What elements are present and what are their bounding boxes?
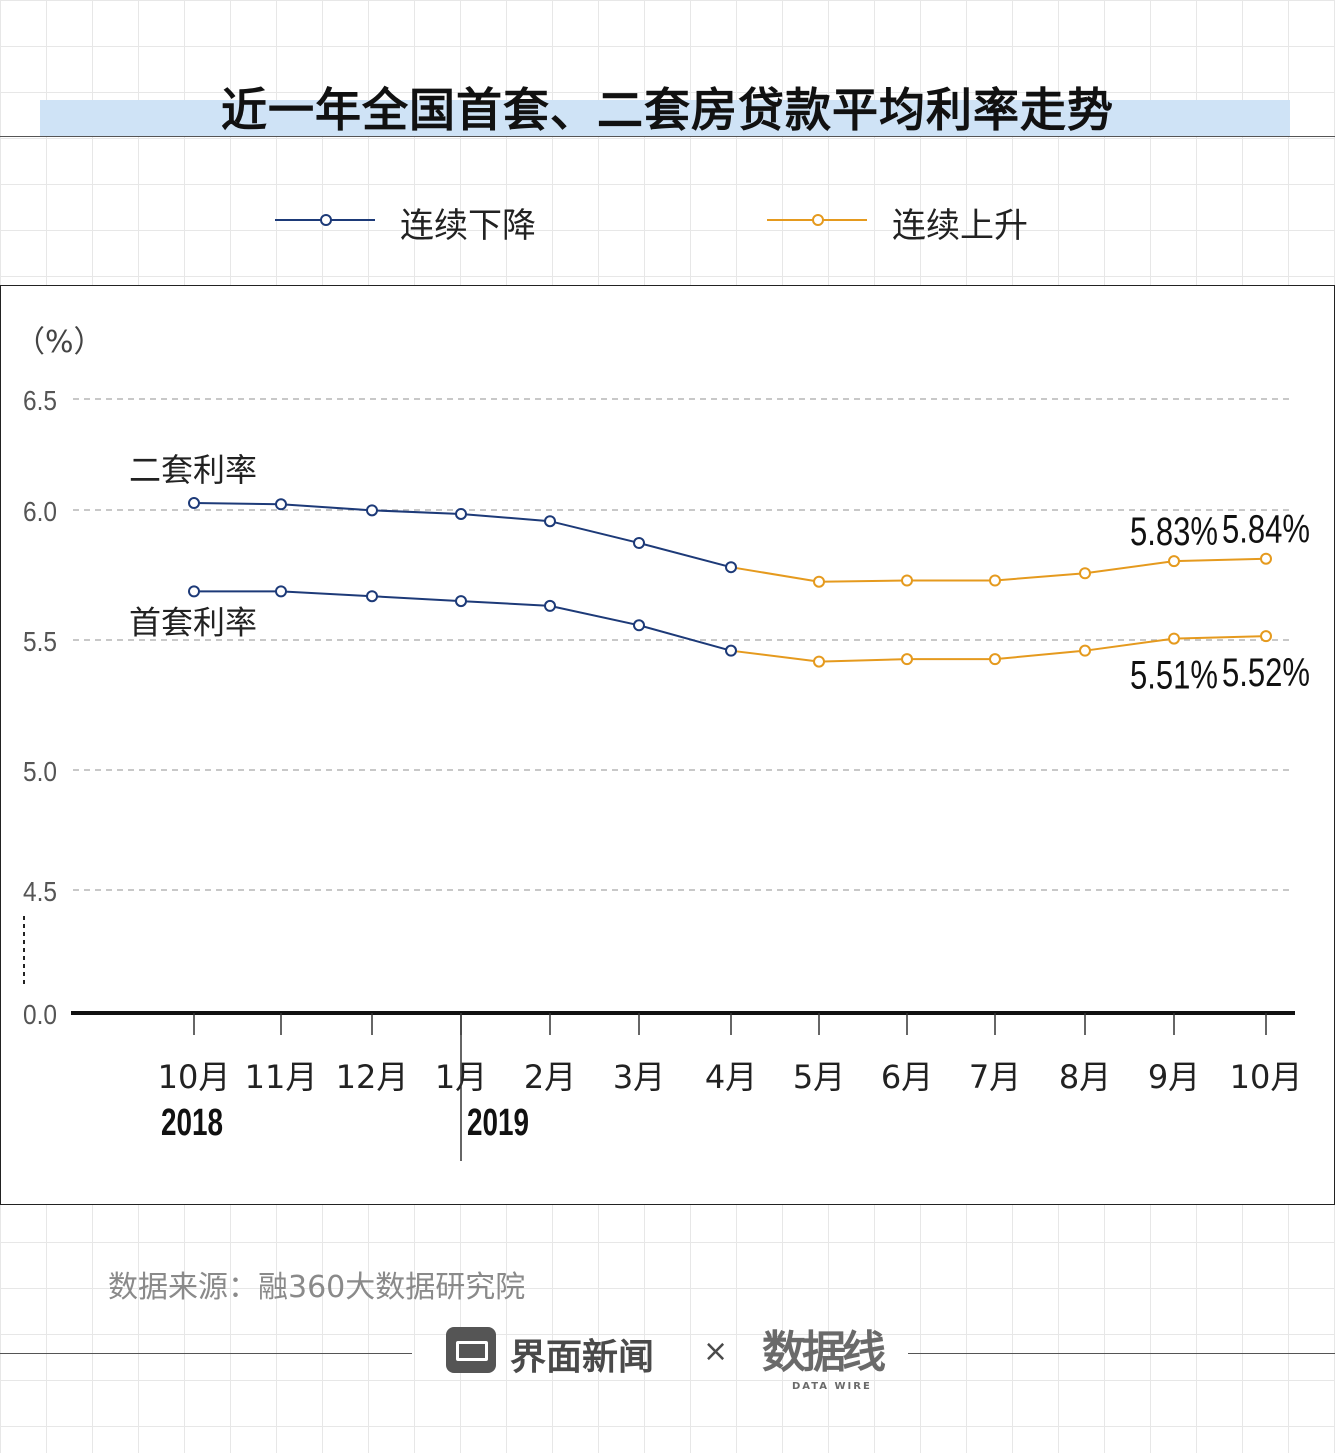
series-name-label: 二套利率: [129, 451, 257, 489]
data-value-label: 5.51%: [1130, 654, 1218, 698]
data-point: [725, 644, 737, 657]
data-point: [275, 585, 287, 598]
data-point: [544, 599, 556, 612]
legend-rising-marker: [812, 214, 824, 226]
data-point: [989, 574, 1001, 587]
data-point: [366, 590, 378, 603]
data-point: [366, 504, 378, 517]
x-tick-label: 4月: [705, 1058, 757, 1096]
year-label: 2018: [161, 1102, 223, 1144]
data-point: [188, 497, 200, 510]
data-point: [188, 585, 200, 598]
data-point: [1260, 552, 1272, 565]
series-name-label: 首套利率: [129, 603, 257, 641]
data-point: [1168, 632, 1180, 645]
data-value-label: 5.84%: [1222, 508, 1310, 552]
y-axis-unit: （%）: [15, 325, 104, 360]
data-value-label: 5.83%: [1130, 510, 1218, 554]
y-tick-label: 6.0: [23, 496, 57, 527]
data-point: [455, 507, 467, 520]
title-highlight: [40, 100, 1290, 136]
y-tick-label: 5.5: [23, 626, 57, 657]
data-point: [544, 515, 556, 528]
x-tick-label: 10月: [158, 1058, 231, 1096]
y-tick-label: 0.0: [23, 999, 57, 1030]
data-point: [989, 653, 1001, 666]
footer-rule-right: [908, 1353, 1335, 1354]
x-tick-label: 8月: [1059, 1058, 1111, 1096]
year-label: 2019: [467, 1102, 529, 1144]
data-point: [725, 561, 737, 574]
data-point: [1079, 567, 1091, 580]
x-tick-label: 9月: [1148, 1058, 1200, 1096]
x-tick-label: 6月: [881, 1058, 933, 1096]
data-point: [1260, 630, 1272, 643]
title-rule: [0, 136, 1335, 137]
x-tick-label: 5月: [793, 1058, 845, 1096]
x-tick-label: 3月: [613, 1058, 665, 1096]
data-wire-subtitle: DATA WIRE: [792, 1381, 872, 1392]
data-value-label: 5.52%: [1222, 651, 1310, 695]
y-tick-label: 5.0: [23, 756, 57, 787]
data-point: [1168, 555, 1180, 568]
footer-rule-left: [0, 1353, 412, 1354]
chart-frame: （%） 6.5 6.0 5.5 5.0 4.5 0.0 10月 11月 12月 1月 2月 3月 4月 5月…: [0, 285, 1335, 1205]
legend-falling-label: 连续下降: [400, 206, 536, 246]
legend-rising-label: 连续上升: [892, 206, 1028, 246]
times-separator: ×: [703, 1334, 729, 1369]
data-point: [813, 655, 825, 668]
data-point: [455, 595, 467, 608]
y-tick-label: 4.5: [23, 876, 57, 907]
source-note: 数据来源：融360大数据研究院: [108, 1270, 526, 1305]
x-tick-label: 7月: [969, 1058, 1021, 1096]
data-point: [901, 653, 913, 666]
x-tick-label: 12月: [336, 1058, 409, 1096]
data-point: [633, 619, 645, 632]
data-point: [813, 575, 825, 588]
data-wire-logo: 数据线: [762, 1327, 886, 1378]
x-tick-label: 10月: [1230, 1058, 1303, 1096]
data-point: [275, 498, 287, 511]
data-point: [633, 536, 645, 549]
x-tick-label: 11月: [245, 1058, 318, 1096]
data-point: [901, 574, 913, 587]
x-tick-label: 2月: [524, 1058, 576, 1096]
chart-title: 近一年全国首套、二套房贷款平均利率走势: [221, 83, 1114, 137]
jiemian-logo-icon: [446, 1327, 496, 1373]
legend-falling-marker: [320, 214, 332, 226]
data-point: [1079, 644, 1091, 657]
brand-name: 界面新闻: [510, 1337, 655, 1378]
y-tick-label: 6.5: [23, 385, 57, 416]
